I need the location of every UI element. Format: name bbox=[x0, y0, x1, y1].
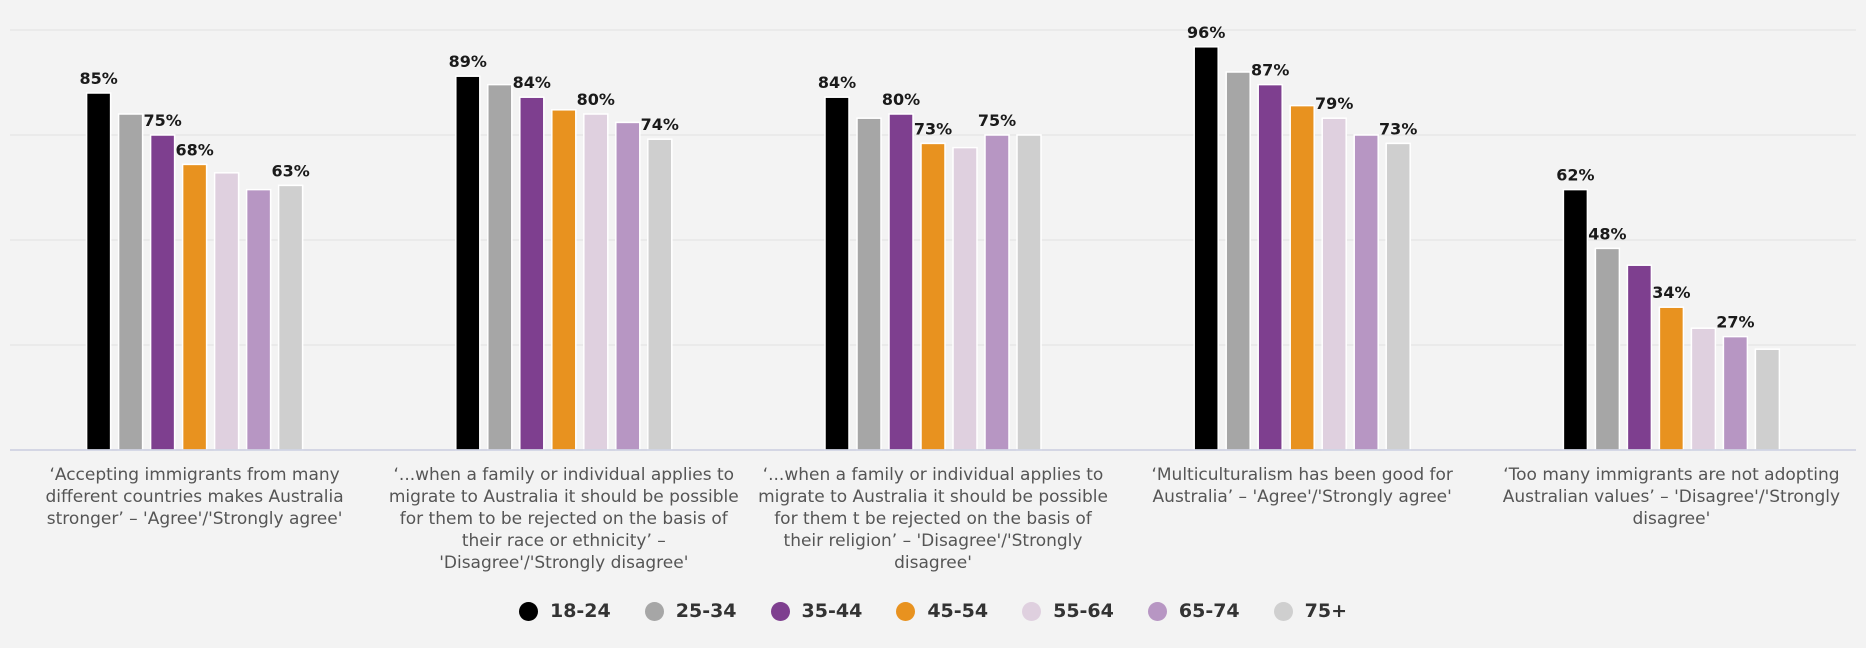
data-label-1-6: 74% bbox=[641, 115, 679, 134]
bar-4-4[interactable] bbox=[1690, 327, 1717, 451]
legend-item-0[interactable]: 18-24 bbox=[518, 600, 611, 622]
bar-4-3[interactable] bbox=[1658, 306, 1685, 451]
category-label-0: ‘Accepting immigrants from many differen… bbox=[45, 465, 344, 529]
bar-1-2[interactable] bbox=[519, 96, 545, 451]
bar-2-1[interactable] bbox=[856, 117, 882, 451]
bar-2-2[interactable] bbox=[888, 113, 914, 451]
data-label-2-0: 84% bbox=[818, 73, 856, 92]
bar-0-1[interactable] bbox=[117, 113, 144, 451]
bar-3-1[interactable] bbox=[1225, 71, 1251, 451]
category-label-4: ‘Too many immigrants are not adopting Au… bbox=[1502, 465, 1841, 529]
bar-4-6[interactable] bbox=[1754, 348, 1781, 451]
data-label-4-3: 34% bbox=[1652, 283, 1690, 302]
legend-label: 18-24 bbox=[549, 600, 611, 622]
bar-0-3[interactable] bbox=[181, 163, 208, 451]
bar-4-1[interactable] bbox=[1594, 247, 1621, 451]
data-label-4-0: 62% bbox=[1556, 166, 1594, 185]
bar-1-6[interactable] bbox=[647, 138, 673, 451]
data-label-1-2: 84% bbox=[513, 73, 551, 92]
bar-2-4[interactable] bbox=[952, 146, 978, 451]
data-label-4-5: 27% bbox=[1716, 313, 1754, 332]
data-label-0-3: 68% bbox=[175, 140, 213, 159]
data-label-3-0: 96% bbox=[1187, 23, 1225, 42]
bar-3-3[interactable] bbox=[1289, 104, 1315, 451]
legend-item-3[interactable]: 45-54 bbox=[896, 600, 988, 622]
data-label-3-2: 87% bbox=[1251, 61, 1289, 80]
data-labels: 85% 75% 68% 63% 89% 84% 80% 74% 84% 80% 73% 75% 96% 8… bbox=[79, 23, 1754, 332]
bar-2-0[interactable] bbox=[824, 96, 850, 451]
bar-3-4[interactable] bbox=[1321, 117, 1347, 451]
legend-item-5[interactable]: 65-74 bbox=[1147, 600, 1240, 622]
legend-item-1[interactable]: 25-34 bbox=[644, 600, 737, 622]
bar-4-5[interactable] bbox=[1722, 335, 1749, 451]
legend-marker-icon bbox=[770, 601, 790, 621]
legend-marker-icon bbox=[1147, 601, 1167, 621]
bar-2-6[interactable] bbox=[1016, 134, 1042, 451]
data-label-3-4: 79% bbox=[1315, 94, 1353, 113]
data-label-1-0: 89% bbox=[449, 52, 487, 71]
data-label-2-2: 80% bbox=[882, 90, 920, 109]
bar-4-2[interactable] bbox=[1626, 264, 1653, 451]
bar-3-2[interactable] bbox=[1257, 83, 1283, 451]
category-label-1: ‘...when a family or individual applies … bbox=[388, 465, 739, 573]
legend-marker-icon bbox=[1022, 601, 1042, 621]
bars bbox=[85, 46, 1781, 451]
data-label-2-3: 73% bbox=[914, 119, 952, 138]
bar-0-4[interactable] bbox=[213, 172, 240, 451]
legend-item-2[interactable]: 35-44 bbox=[770, 600, 863, 622]
legend-item-4[interactable]: 55-64 bbox=[1022, 600, 1114, 622]
bar-2-5[interactable] bbox=[984, 134, 1010, 451]
legend-marker-icon bbox=[1273, 601, 1293, 621]
bar-2-3[interactable] bbox=[920, 142, 946, 451]
bar-1-0[interactable] bbox=[455, 75, 481, 451]
category-label-2: ‘...when a family or individual applies … bbox=[758, 465, 1108, 573]
legend-label: 45-54 bbox=[927, 600, 989, 622]
bar-3-6[interactable] bbox=[1385, 142, 1411, 451]
bar-0-2[interactable] bbox=[149, 134, 176, 451]
legend-item-6[interactable]: 75+ bbox=[1273, 600, 1348, 622]
legend-marker-icon bbox=[644, 601, 664, 621]
bar-1-4[interactable] bbox=[583, 113, 609, 451]
legend-label: 55-64 bbox=[1053, 600, 1114, 622]
data-label-1-4: 80% bbox=[577, 90, 615, 109]
bar-3-0[interactable] bbox=[1193, 46, 1219, 451]
bar-1-1[interactable] bbox=[487, 83, 513, 451]
bar-1-5[interactable] bbox=[615, 121, 641, 451]
legend: 18-24 25-34 35-44 45-54 55-64 65-74 75+ bbox=[0, 600, 1866, 622]
bar-1-3[interactable] bbox=[551, 109, 577, 451]
category-label-3: ‘Multiculturalism has been good for Aust… bbox=[1151, 465, 1453, 507]
data-label-4-1: 48% bbox=[1588, 224, 1626, 243]
legend-marker-icon bbox=[896, 601, 916, 621]
bar-0-5[interactable] bbox=[245, 188, 272, 451]
data-label-0-6: 63% bbox=[271, 161, 309, 180]
legend-label: 75+ bbox=[1304, 600, 1348, 622]
data-label-2-5: 75% bbox=[978, 111, 1016, 130]
data-label-0-2: 75% bbox=[143, 111, 181, 130]
bar-3-5[interactable] bbox=[1353, 134, 1379, 451]
legend-label: 35-44 bbox=[801, 600, 863, 622]
bar-0-0[interactable] bbox=[85, 92, 112, 451]
data-label-3-6: 73% bbox=[1379, 119, 1417, 138]
data-label-0-0: 85% bbox=[79, 69, 117, 88]
bar-4-0[interactable] bbox=[1562, 188, 1589, 451]
legend-label: 25-34 bbox=[675, 600, 737, 622]
legend-marker-icon bbox=[518, 601, 538, 621]
bar-0-6[interactable] bbox=[277, 184, 304, 451]
legend-label: 65-74 bbox=[1178, 600, 1240, 622]
